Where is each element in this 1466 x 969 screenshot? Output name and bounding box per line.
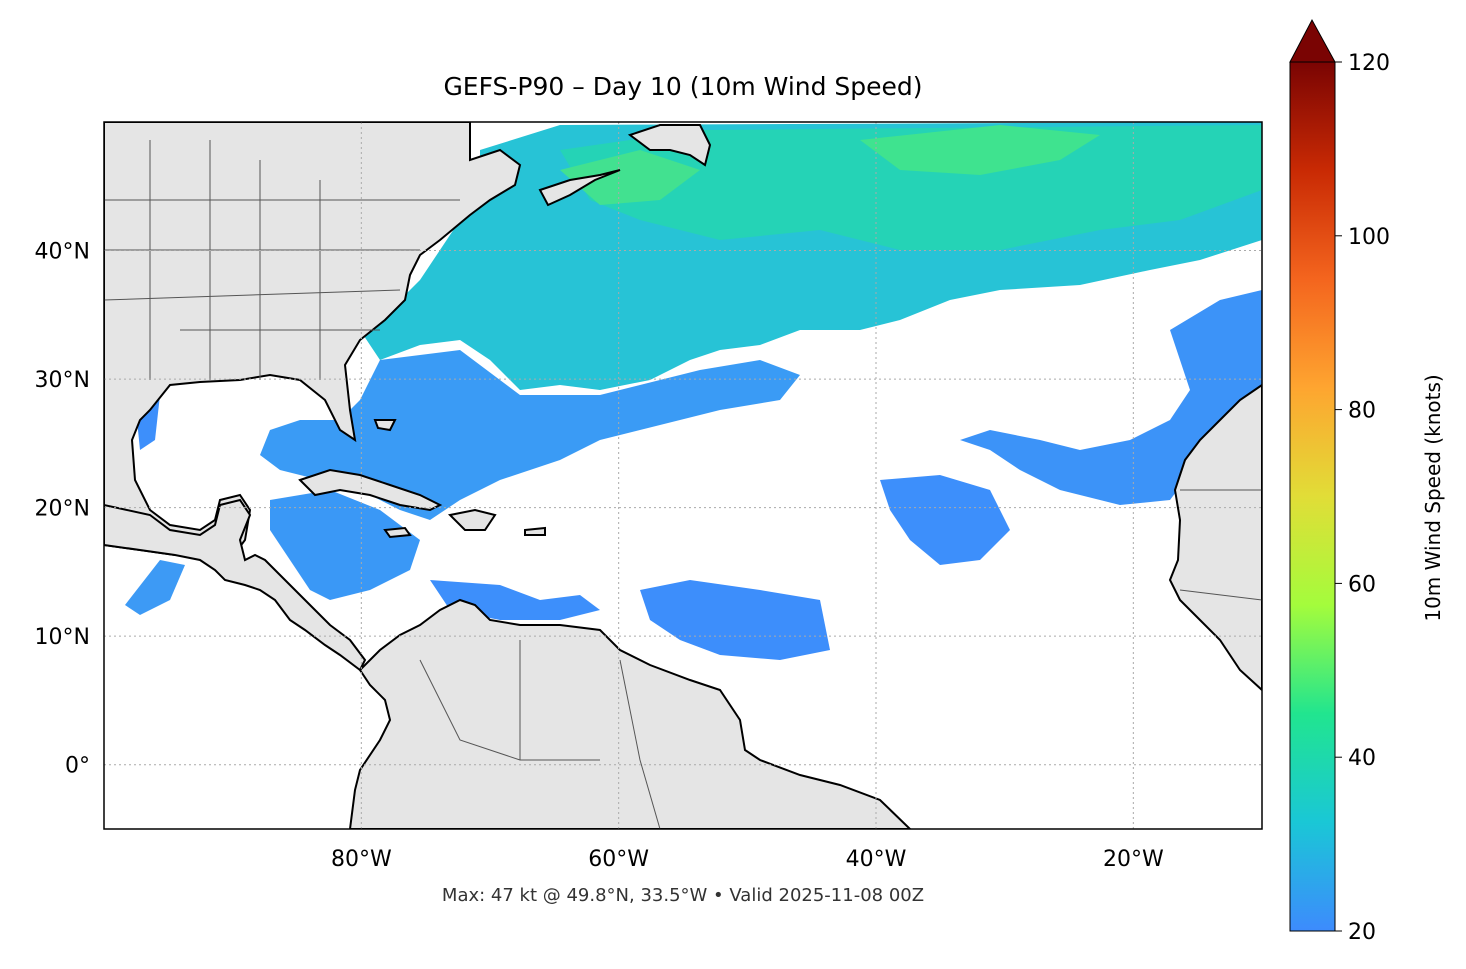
- land-puerto-rico: [524, 526, 546, 536]
- lat-tick-label: 10°N: [35, 625, 90, 650]
- lon-tick-label: 40°W: [846, 847, 907, 872]
- colorbar-extend-arrow: [1289, 18, 1336, 63]
- colorbar: 20 40 60 80 100 120 10m Wind Speed (knots): [1289, 18, 1445, 945]
- land-south-america: [348, 598, 912, 829]
- colorbar-tick-label: 80: [1348, 399, 1376, 424]
- wind-field-eastern-atlantic: [960, 290, 1262, 505]
- lat-tick-label: 20°N: [35, 497, 90, 522]
- colorbar-tick-label: 40: [1348, 746, 1376, 771]
- wind-field-layer: [125, 122, 1262, 660]
- lat-tick-label: 40°N: [35, 240, 90, 265]
- wind-field-caribbean: [270, 490, 420, 600]
- colorbar-tick-label: 120: [1348, 51, 1390, 76]
- land-central-america: [104, 498, 367, 672]
- colorbar-tick-label: 60: [1348, 572, 1376, 597]
- wind-field-east-pacific: [125, 560, 185, 615]
- wind-field-max: [860, 125, 1100, 175]
- lat-tick-label: 0°: [65, 754, 90, 779]
- chart-title: GEFS-P90 – Day 10 (10m Wind Speed): [443, 72, 923, 101]
- colorbar-label: 10m Wind Speed (knots): [1421, 374, 1445, 621]
- land-nova-scotia: [538, 169, 621, 207]
- gridlines: [104, 122, 1262, 829]
- map-frame: [103, 121, 1263, 830]
- land-newfoundland: [627, 124, 712, 167]
- boundary-layer: [104, 140, 1262, 829]
- wind-field-core-2: [560, 150, 700, 205]
- wind-field-tropical-atlantic: [640, 580, 830, 660]
- lon-tick-label: 20°W: [1103, 847, 1164, 872]
- footer-caption: Max: 47 kt @ 49.8°N, 33.5°W • Valid 2025…: [441, 885, 925, 906]
- wind-field-mid-atlantic-east: [880, 475, 1010, 565]
- lon-tick-label: 60°W: [588, 847, 649, 872]
- colorbar-body: [1289, 61, 1336, 932]
- land-hispaniola: [447, 508, 497, 531]
- wind-field-core: [560, 125, 1262, 250]
- land-north-america: [104, 122, 522, 561]
- colorbar-tick-label: 20: [1348, 920, 1376, 945]
- lon-tick-label: 80°W: [331, 847, 392, 872]
- land-layer: [104, 122, 1262, 829]
- lat-tick-label: 30°N: [35, 368, 90, 393]
- land-jamaica: [383, 526, 412, 539]
- lat-tick-labels: 40°N 30°N 20°N 10°N 0°: [35, 240, 90, 779]
- colorbar-tick-label: 100: [1348, 225, 1390, 250]
- wind-field-subtropics: [260, 350, 800, 520]
- colorbar-ticks: 20 40 60 80 100 120: [1335, 51, 1390, 945]
- land-africa: [1168, 383, 1262, 692]
- lon-tick-labels: 80°W 60°W 40°W 20°W: [331, 847, 1164, 872]
- land-bahamas: [373, 419, 397, 432]
